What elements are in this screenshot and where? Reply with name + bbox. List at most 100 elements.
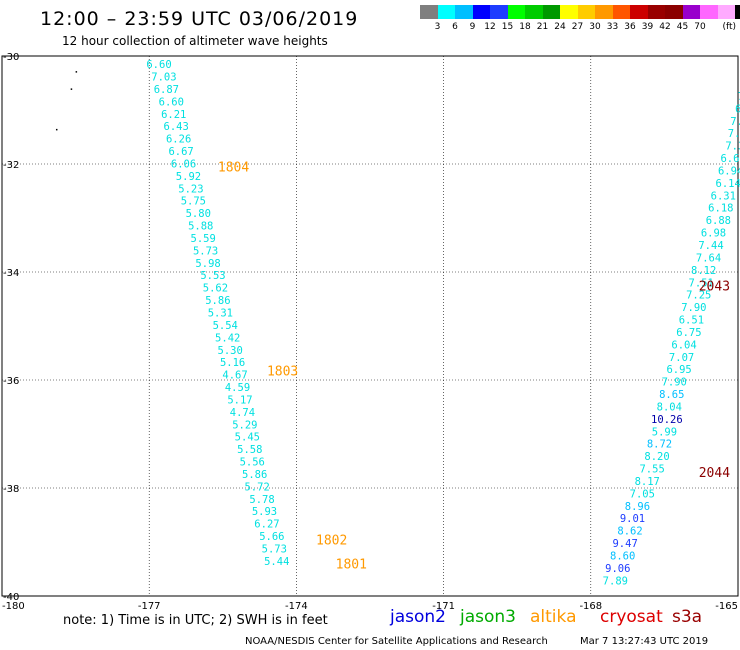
legend-swatch (700, 5, 718, 19)
swh-value: 8.20 (644, 451, 669, 463)
swh-value: 5.92 (176, 171, 201, 183)
x-tick-label: -171 (432, 601, 455, 612)
y-tick-label: -36 (3, 376, 19, 387)
swh-value: 7.20 (738, 91, 740, 103)
swh-value: 5.44 (264, 556, 289, 568)
legend-swatch (507, 5, 525, 19)
footnote: note: 1) Time is in UTC; 2) SWH is in fe… (63, 613, 328, 628)
swh-value: 5.98 (195, 258, 220, 270)
pass-time-label: 1804 (218, 161, 249, 176)
swh-value: 6.60 (159, 96, 184, 108)
swh-value: 7.44 (698, 240, 723, 252)
y-tick-label: -38 (3, 484, 19, 495)
credit-text: NOAA/NESDIS Center for Satellite Applica… (245, 636, 548, 647)
x-tick-label: -174 (285, 601, 308, 612)
legend-label: 24 (554, 22, 566, 32)
swh-value: 5.54 (213, 320, 238, 332)
swh-value: 7.05 (630, 488, 655, 500)
y-tick-label: -30 (3, 52, 19, 63)
plot-frame (1, 55, 739, 597)
swh-value: 6.87 (154, 84, 179, 96)
legend-swatch (577, 5, 595, 19)
swh-value: 5.88 (188, 221, 213, 233)
legend-swatch (472, 5, 490, 19)
swh-value: 4.59 (225, 382, 250, 394)
swh-value: 6.43 (164, 121, 189, 133)
legend-label: 18 (519, 22, 531, 32)
legend-swatch (490, 5, 508, 19)
legend-swatch (437, 5, 455, 19)
swh-value: 9.06 (605, 563, 630, 575)
pass-time-label: 1801 (336, 558, 367, 573)
swh-value: 6.75 (676, 327, 701, 339)
legend-label: 33 (606, 22, 619, 32)
swh-value: 7.89 (603, 575, 628, 587)
swh-value: 5.75 (181, 196, 206, 208)
swh-value: 5.93 (252, 506, 277, 518)
swh-value: 6.04 (671, 339, 696, 351)
legend-label: 39 (641, 22, 654, 32)
swh-value: 5.80 (186, 208, 211, 220)
legend-label: 42 (659, 22, 671, 32)
x-tick-label: -177 (138, 601, 161, 612)
y-tick-label: -40 (3, 592, 19, 603)
swh-value: 4.74 (230, 407, 255, 419)
map-title: 12:00 – 23:59 UTC 03/06/2019 (40, 8, 359, 30)
legend-swatch (455, 5, 473, 19)
swh-value: 6.98 (735, 103, 740, 115)
pass-time-label: 1802 (316, 533, 347, 548)
swh-value: 5.31 (208, 308, 233, 320)
legend-swatch (717, 5, 735, 19)
swh-value: 8.17 (635, 476, 660, 488)
legend-swatch (595, 5, 613, 19)
legend-swatch (647, 5, 665, 19)
swh-value: 8.12 (691, 265, 716, 277)
swh-value: 5.78 (249, 494, 274, 506)
y-tick-label: -34 (3, 268, 19, 279)
swh-value: 6.14 (716, 178, 740, 190)
pass-time-label: 2044 (699, 466, 730, 481)
swh-value: 5.99 (652, 426, 677, 438)
swh-value: 6.95 (666, 364, 691, 376)
swh-value: 7.07 (669, 352, 694, 364)
satellite-jason2: jason2 (390, 607, 446, 627)
swh-value: 8.65 (659, 389, 684, 401)
island-dot (55, 128, 58, 131)
x-tick-label: -180 (2, 601, 25, 612)
swh-value: 4.67 (222, 370, 247, 382)
satellite-cryosat: cryosat (600, 607, 663, 627)
swh-value: 6.18 (708, 203, 733, 215)
satellite-jason3: jason3 (460, 607, 516, 627)
legend-label: 27 (571, 22, 584, 32)
island-dot (70, 88, 73, 90)
swh-value: 7.90 (662, 377, 687, 389)
swh-value: 5.56 (240, 457, 265, 469)
swh-value: 6.26 (166, 134, 191, 146)
legend-swatch (542, 5, 560, 19)
swh-value: 5.86 (242, 469, 267, 481)
swh-value: 7.55 (639, 464, 664, 476)
swh-value: 5.23 (178, 183, 203, 195)
y-tick-label: -32 (3, 160, 19, 171)
swh-value: 5.86 (205, 295, 230, 307)
legend-label: 15 (501, 22, 514, 32)
swh-value: 8.72 (647, 439, 672, 451)
legend-swatch (735, 5, 740, 19)
swh-value: 6.21 (161, 109, 186, 121)
x-tick-label: -165 (715, 601, 738, 612)
legend-swatch (525, 5, 543, 19)
swh-value: 6.94 (718, 165, 740, 177)
legend-swatch (560, 5, 578, 19)
swh-value: 7.96 (728, 128, 740, 140)
swh-value: 5.53 (200, 270, 225, 282)
legend-label: 9 (469, 22, 476, 32)
swh-value: 6.06 (171, 158, 196, 170)
swh-value: 6.51 (679, 315, 704, 327)
pass-time-label: 2043 (699, 280, 730, 295)
swh-value: 10.26 (651, 414, 683, 426)
swh-value: 7.31 (725, 141, 740, 153)
legend-label: 30 (589, 22, 601, 32)
swh-value: 6.98 (701, 228, 726, 240)
swh-value: 7.63 (730, 116, 740, 128)
